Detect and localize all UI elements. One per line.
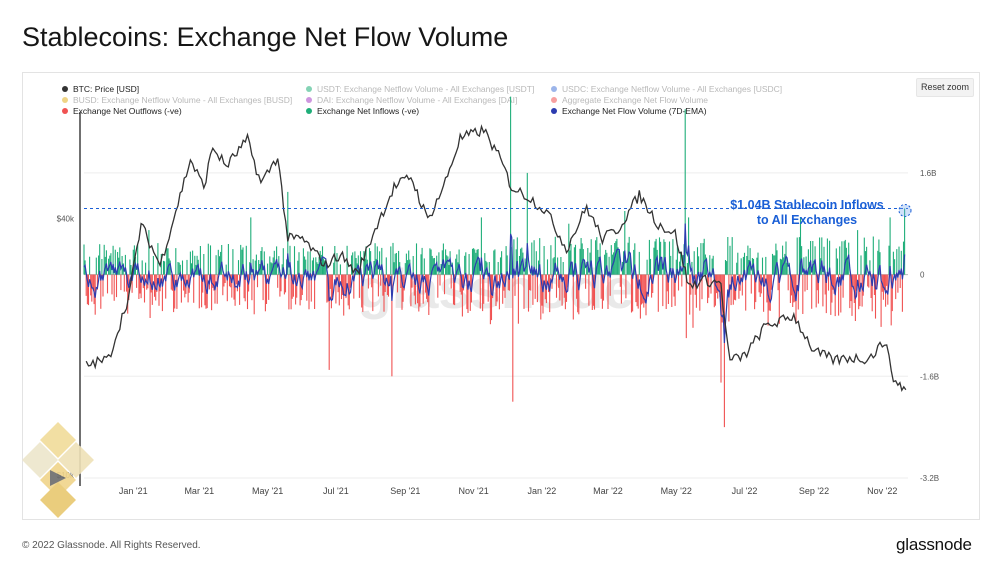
annotation-line1: $1.04B Stablecoin Inflows	[730, 198, 884, 212]
diamond-tile	[40, 482, 76, 518]
x-tick-label: Jul '22	[732, 486, 758, 496]
y-right-tick-label: 0	[920, 271, 925, 280]
highlight-marker	[899, 204, 911, 216]
y-left-tick-label: $40k	[57, 214, 75, 223]
x-tick-label: Jul '21	[323, 486, 349, 496]
x-tick-label: Jan '21	[119, 486, 148, 496]
annotation-line2: to All Exchanges	[757, 213, 857, 227]
x-tick-label: Sep '21	[390, 486, 420, 496]
copyright-text: © 2022 Glassnode. All Rights Reserved.	[22, 540, 201, 551]
x-tick-label: Nov '21	[458, 486, 488, 496]
x-tick-label: Nov '22	[867, 486, 897, 496]
x-tick-label: Mar '22	[593, 486, 623, 496]
y-right-tick-label: 1.6B	[920, 169, 936, 178]
x-tick-label: May '22	[661, 486, 692, 496]
x-tick-label: Mar '21	[184, 486, 214, 496]
brand-logo: glassnode	[896, 535, 972, 555]
x-tick-label: Jan '22	[528, 486, 557, 496]
x-tick-label: May '21	[252, 486, 283, 496]
corner-diamond-logo	[22, 422, 94, 518]
x-tick-label: Sep '22	[799, 486, 829, 496]
y-right-tick-label: -1.6B	[920, 372, 939, 381]
inflow-series	[84, 97, 905, 275]
y-right-tick-label: -3.2B	[920, 474, 939, 483]
